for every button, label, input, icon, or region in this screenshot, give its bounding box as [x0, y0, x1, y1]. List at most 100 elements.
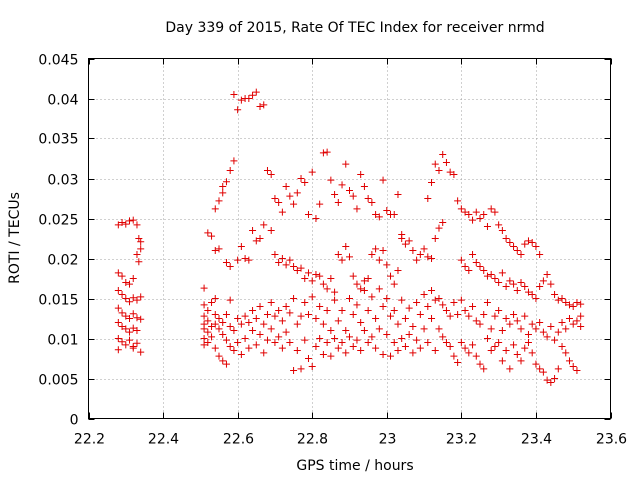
data-point [457, 205, 465, 213]
data-point [293, 320, 301, 328]
data-point [416, 344, 424, 352]
data-point [517, 325, 525, 333]
data-point [200, 325, 208, 333]
data-point [133, 296, 141, 304]
data-point [114, 269, 122, 277]
data-point [323, 307, 331, 314]
data-point [353, 336, 361, 344]
data-point [547, 323, 555, 330]
data-point [554, 296, 562, 304]
data-point [465, 312, 473, 320]
data-point [323, 148, 331, 156]
data-point [118, 338, 126, 346]
data-point [237, 351, 245, 358]
data-point [114, 346, 122, 354]
y-tick-label: 0.01 [47, 333, 78, 349]
data-point [450, 352, 458, 360]
data-point [114, 304, 122, 312]
data-point [379, 303, 387, 310]
x-tick-label: 23 [379, 432, 397, 448]
data-point [118, 219, 126, 226]
data-point [226, 167, 234, 174]
data-point [122, 341, 130, 349]
data-point [409, 349, 417, 357]
data-point [510, 341, 518, 349]
data-point [293, 267, 301, 274]
data-point [353, 280, 361, 288]
data-point [286, 192, 294, 200]
data-point [252, 315, 260, 322]
data-point [450, 171, 458, 178]
y-tick-label: 0.02 [47, 253, 78, 269]
data-point [502, 235, 510, 242]
data-point [301, 275, 309, 282]
data-point [275, 259, 283, 266]
data-point [327, 275, 335, 282]
data-point [301, 179, 309, 186]
data-point [465, 349, 473, 357]
data-point [353, 205, 361, 213]
data-point [439, 301, 447, 309]
data-point [517, 279, 525, 286]
data-point [308, 277, 316, 285]
data-point [442, 339, 450, 346]
data-point [252, 237, 260, 245]
data-point [521, 312, 529, 320]
data-point [446, 312, 454, 320]
data-point [245, 95, 253, 102]
y-tick-label: 0.005 [38, 373, 78, 389]
data-point [360, 287, 368, 294]
data-point [211, 295, 219, 302]
data-point [230, 327, 238, 334]
data-point [532, 325, 540, 333]
data-point [483, 272, 491, 280]
data-point [349, 311, 357, 318]
data-point [137, 315, 145, 323]
data-point [219, 331, 227, 338]
data-point [267, 227, 275, 234]
data-point [271, 195, 279, 202]
data-point [222, 178, 230, 186]
data-point [334, 317, 342, 325]
data-point [510, 243, 518, 250]
data-point [297, 264, 305, 272]
data-point [383, 331, 391, 338]
data-point [543, 376, 551, 384]
data-point [383, 295, 391, 302]
data-point [480, 365, 488, 373]
data-point [357, 347, 365, 354]
x-tick-label: 22.2 [74, 432, 105, 448]
data-point [424, 339, 432, 346]
data-point [260, 349, 268, 357]
data-point [241, 312, 249, 320]
data-point [282, 261, 290, 269]
data-point [487, 271, 495, 278]
data-point [461, 344, 469, 352]
data-point [331, 288, 339, 296]
data-point [219, 319, 227, 326]
data-point [271, 251, 279, 258]
data-point [439, 333, 447, 341]
data-point [323, 285, 331, 293]
data-point [215, 315, 223, 322]
data-point [398, 235, 406, 242]
data-point [547, 280, 555, 288]
data-point [528, 239, 536, 246]
data-point [135, 235, 143, 242]
data-point [450, 299, 458, 306]
data-point [409, 323, 417, 330]
data-point [245, 319, 253, 326]
plot-frame [88, 58, 611, 419]
data-point [126, 298, 134, 306]
data-point [237, 243, 245, 250]
data-point [234, 315, 242, 322]
data-point [469, 251, 477, 258]
data-point [472, 208, 480, 216]
data-point [379, 176, 387, 184]
data-point [286, 256, 294, 264]
data-point [122, 279, 130, 286]
data-point [118, 323, 126, 330]
y-tick-label: 0.015 [38, 293, 78, 309]
data-point [431, 296, 439, 304]
